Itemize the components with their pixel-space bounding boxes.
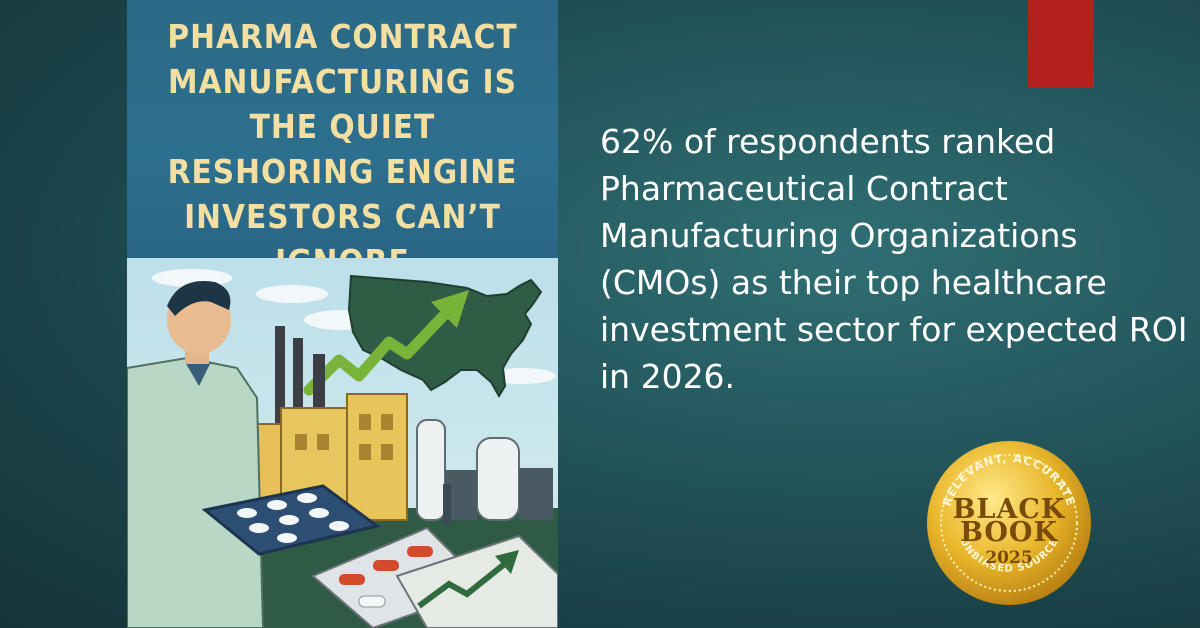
badge-brand-line: BOOK: [960, 517, 1058, 548]
poster-title-line: PHARMA CONTRACT: [167, 17, 518, 56]
growth-arrow-icon: [303, 290, 469, 396]
blister-pack-icon: [311, 526, 558, 628]
scientist-icon: [127, 281, 295, 628]
badge-year: 2025: [985, 548, 1033, 568]
accent-tab: [1028, 0, 1094, 88]
badge-brand: BLACK BOOK: [926, 496, 1092, 546]
black-book-badge: RELEVANT, ACCURATE UNBIASED SOURCE BLACK…: [926, 440, 1092, 606]
pill-tray-icon: [201, 484, 381, 556]
poster-title-line: THE QUIET: [249, 107, 436, 146]
poster-title-line: RESHORING ENGINE: [167, 152, 518, 191]
poster-header: PHARMA CONTRACT MANUFACTURING IS THE QUI…: [127, 0, 558, 281]
poster-title-line: MANUFACTURING IS: [168, 62, 517, 101]
usa-map-icon: [347, 274, 543, 398]
badge-medal-icon: RELEVANT, ACCURATE UNBIASED SOURCE: [927, 441, 1091, 605]
poster-title: PHARMA CONTRACT MANUFACTURING IS THE QUI…: [137, 14, 548, 284]
poster-illustration: [127, 258, 558, 628]
badge-brand-line: BLACK: [952, 494, 1066, 525]
stat-statement: 62% of respondents ranked Pharmaceutical…: [600, 122, 1188, 396]
infographic-poster: PHARMA CONTRACT MANUFACTURING IS THE QUI…: [127, 0, 558, 628]
